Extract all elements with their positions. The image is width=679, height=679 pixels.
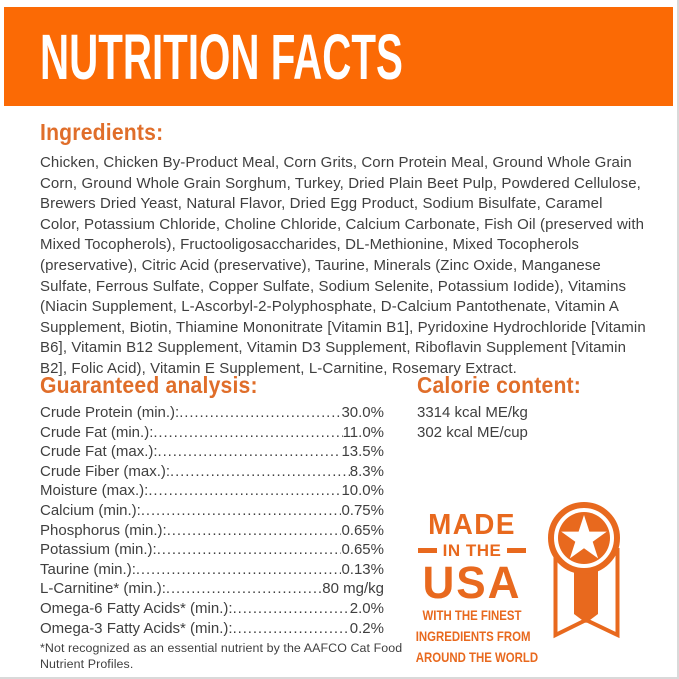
made-text: MADE (428, 509, 516, 541)
ingredients-text: Chicken, Chicken By-Product Meal, Corn G… (40, 154, 646, 377)
nutrient-value: 30.0% (341, 404, 384, 421)
calorie-per-kg: 3314 kcal ME/kg (417, 404, 528, 421)
made-in-usa-badge: MADE IN THE USA WITH THE FINEST INGREDIE… (405, 511, 539, 665)
nutrient-label: Omega-6 Fatty Acids* (min.): (40, 599, 233, 617)
table-row: Crude Fat (max.): 13.5% (40, 442, 384, 462)
in-the-text: IN THE (442, 541, 502, 560)
nutrition-facts-banner: NUTRITION FACTS (4, 7, 673, 106)
nutrient-label: Crude Fat (max.): (40, 443, 158, 461)
table-row: Taurine (min.): 0.13% (40, 560, 384, 580)
right-dash (507, 548, 527, 553)
ingredients-heading: Ingredients: (40, 119, 164, 145)
tagline-line: INGREDIENTS FROM (415, 628, 531, 644)
dot-leader (179, 403, 341, 423)
nutrient-label: Moisture (max.): (40, 482, 149, 500)
nutrient-value: 13.5% (341, 443, 384, 461)
usa-text: USA (422, 557, 522, 608)
dot-leader (233, 619, 350, 639)
dot-leader (157, 540, 342, 560)
dot-leader (148, 481, 341, 501)
left-dash (417, 548, 437, 553)
medal-ribbon-star-icon (548, 502, 620, 639)
nutrient-value: 10.0% (341, 482, 384, 500)
nutrient-value: 11.0% (342, 423, 384, 441)
nutrient-value: 0.75% (341, 501, 384, 519)
nutrient-label: Crude Fat (min.): (40, 423, 154, 441)
table-row: Phosphorus (min.): 0.65% (40, 521, 384, 541)
nutrient-value: 8.3% (349, 462, 384, 480)
nutrient-value: 0.65% (341, 541, 384, 559)
table-row: Omega-3 Fatty Acids* (min.): 0.2% (40, 619, 384, 639)
nutrient-value: 2.0% (349, 599, 384, 617)
table-row: Crude Fat (min.): 11.0% (40, 423, 384, 443)
dot-leader (170, 462, 350, 482)
in-the-row: IN THE (405, 542, 539, 559)
calorie-content-values: 3314 kcal ME/kg 302 kcal ME/cup (417, 403, 528, 442)
nutrient-value: 0.2% (349, 619, 384, 637)
nutrient-label: Phosphorus (min.): (40, 521, 167, 539)
dot-leader (158, 442, 342, 462)
nutrient-label: Crude Fiber (max.): (40, 462, 171, 480)
table-row: Potassium (min.): 0.65% (40, 540, 384, 560)
table-row: Calcium (min.): 0.75% (40, 501, 384, 521)
dot-leader (166, 579, 322, 599)
dot-leader (233, 599, 350, 619)
dot-leader (167, 521, 342, 541)
nutrient-label: L-Carnitine* (min.): (40, 580, 166, 598)
table-row: Crude Protein (min.): 30.0% (40, 403, 384, 423)
table-row: Moisture (max.): 10.0% (40, 481, 384, 501)
tagline-line: AROUND THE WORLD (415, 649, 539, 665)
dot-leader (141, 501, 342, 521)
nutrient-label: Calcium (min.): (40, 501, 141, 519)
nutrient-value: 0.13% (341, 560, 384, 578)
nutrient-label: Potassium (min.): (40, 541, 157, 559)
dot-leader (136, 560, 342, 580)
nutrient-label: Crude Protein (min.): (40, 404, 180, 421)
calorie-content-heading: Calorie content: (417, 372, 582, 398)
calorie-per-cup: 302 kcal ME/cup (417, 423, 528, 441)
table-row: L-Carnitine* (min.): 80 mg/kg (40, 579, 384, 599)
nutrient-label: Omega-3 Fatty Acids* (min.): (40, 619, 233, 637)
page-title: NUTRITION FACTS (40, 20, 403, 93)
guaranteed-analysis-table: Crude Protein (min.): 30.0% Crude Fat (mi… (40, 403, 384, 638)
guaranteed-analysis-heading: Guaranteed analysis: (40, 372, 258, 398)
nutrient-value: 0.65% (341, 521, 384, 539)
table-row: Omega-6 Fatty Acids* (min.): 2.0% (40, 599, 384, 619)
nutrient-label: Taurine (min.): (40, 560, 136, 578)
table-row: Crude Fiber (max.): 8.3% (40, 462, 384, 482)
tagline-line: WITH THE FINEST (422, 608, 522, 624)
dot-leader (153, 423, 342, 443)
nutrient-value: 80 mg/kg (322, 580, 384, 598)
analysis-footnote: *Not recognized as an essential nutrient… (40, 641, 403, 671)
